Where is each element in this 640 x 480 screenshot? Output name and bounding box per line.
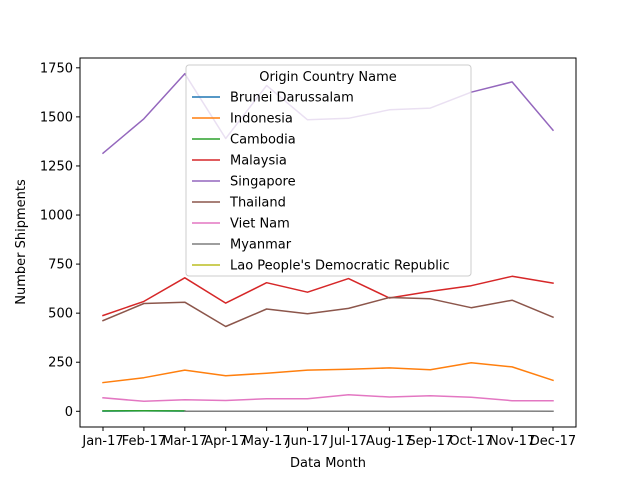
legend-title: Origin Country Name	[259, 70, 397, 85]
legend: Origin Country Name Brunei Darussalam Ind…	[185, 64, 472, 277]
x-tick-label: Sep-17	[407, 434, 453, 449]
legend-label-myanmar: Myanmar	[230, 238, 292, 253]
x-tick-label: Nov-17	[489, 434, 535, 449]
y-tick-label: 1250	[40, 159, 73, 174]
legend-box	[185, 64, 472, 277]
x-tick-label: Mar-17	[162, 434, 207, 449]
series-line-thailand	[102, 296, 554, 328]
y-tick-label: 0	[65, 405, 73, 420]
legend-label-lao-people-s-democratic-republic: Lao People's Democratic Republic	[230, 259, 450, 274]
y-tick-label: 500	[48, 307, 73, 322]
x-tick-label: Jul-17	[329, 434, 367, 449]
y-tick-label: 1500	[40, 110, 73, 125]
x-tick-label: Jan-17	[81, 434, 123, 449]
legend-label-indonesia: Indonesia	[230, 112, 293, 127]
y-tick-label: 750	[48, 258, 73, 273]
legend-items: Brunei Darussalam Indonesia Cambodia Malays…	[192, 91, 450, 274]
x-axis-title: Data Month	[290, 456, 366, 471]
legend-label-cambodia: Cambodia	[230, 133, 296, 148]
legend-label-malaysia: Malaysia	[230, 154, 287, 169]
x-tick-label: Apr-17	[204, 434, 247, 449]
x-tick-label: Oct-17	[449, 434, 493, 449]
x-tick-label: May-17	[243, 434, 291, 449]
y-tick-label: 1000	[40, 209, 73, 224]
legend-label-thailand: Thailand	[229, 196, 286, 211]
legend-label-brunei-darussalam: Brunei Darussalam	[230, 91, 354, 106]
y-axis: 0 250 500 750 1000 1250 1500 1750	[40, 61, 80, 420]
legend-label-viet-nam: Viet Nam	[230, 217, 290, 232]
series-layer	[101, 72, 555, 413]
legend-label-singapore: Singapore	[230, 175, 296, 190]
x-tick-label: Dec-17	[530, 434, 576, 449]
x-tick-label: Feb-17	[122, 434, 166, 449]
y-tick-label: 250	[48, 356, 73, 371]
series-line-indonesia	[102, 362, 554, 384]
series-line-viet-nam	[102, 394, 554, 403]
plot-frame	[79, 57, 577, 428]
x-tick-label: Jun-17	[286, 434, 329, 449]
x-tick-label: Aug-17	[366, 434, 413, 449]
y-tick-label: 1750	[40, 61, 73, 76]
axes-layer	[79, 57, 577, 428]
series-line-malaysia	[102, 275, 554, 317]
y-axis-title: Number Shipments	[14, 179, 29, 305]
